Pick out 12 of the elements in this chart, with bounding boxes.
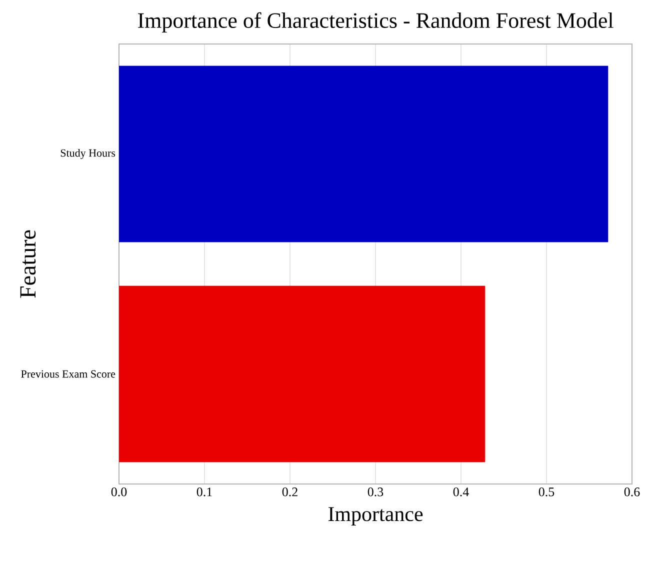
x-tick-label: 0.2 bbox=[282, 488, 298, 496]
y-tick-label: Previous Exam Score bbox=[21, 370, 116, 378]
y-axis-title: Feature bbox=[20, 230, 36, 298]
x-tick-label: 0.1 bbox=[196, 488, 212, 496]
x-axis-title: Importance bbox=[328, 507, 423, 526]
x-tick-label: 0.6 bbox=[624, 488, 640, 496]
chart-title: Importance of Characteristics - Random Forest Model bbox=[138, 12, 614, 32]
x-tick-label: 0.3 bbox=[368, 488, 384, 496]
x-tick-label: 0.4 bbox=[453, 488, 469, 496]
x-tick-label: 0.0 bbox=[111, 488, 127, 496]
x-tick-label: 0.5 bbox=[538, 488, 554, 496]
y-tick-label: Study Hours bbox=[60, 149, 116, 159]
